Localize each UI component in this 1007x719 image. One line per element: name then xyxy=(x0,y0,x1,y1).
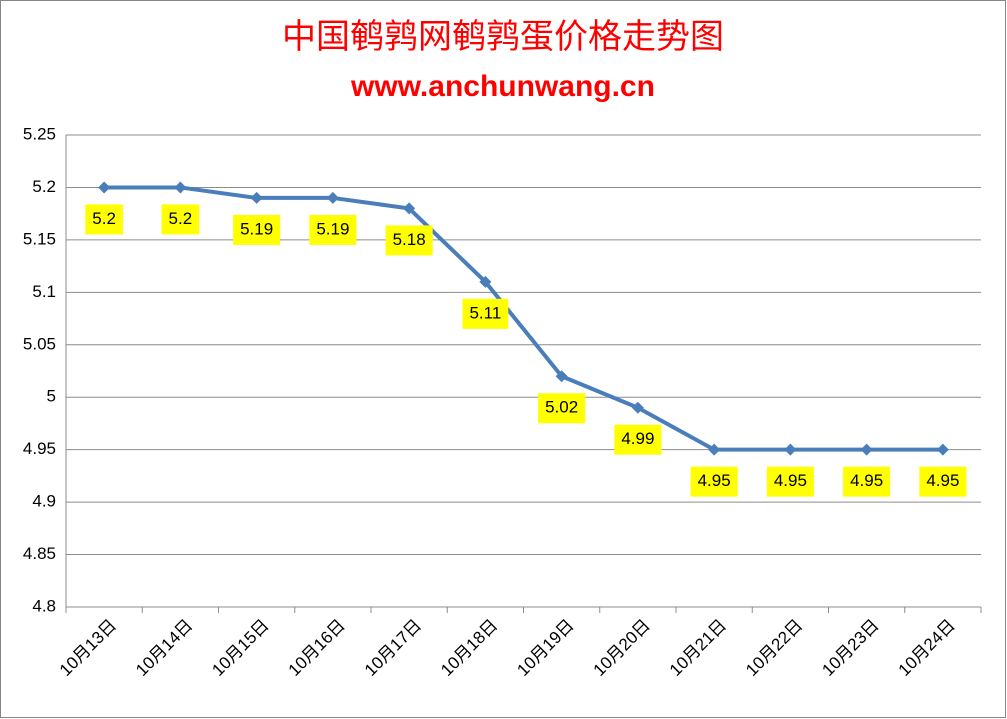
y-tick-label: 5.2 xyxy=(32,177,56,196)
chart-subtitle: www.anchunwang.cn xyxy=(350,70,655,103)
marker xyxy=(631,401,644,414)
data-label: 4.95 xyxy=(690,466,738,497)
marker xyxy=(555,370,568,383)
marker xyxy=(936,443,949,456)
y-tick-label: 5 xyxy=(47,387,56,406)
y-tick-label: 4.85 xyxy=(23,544,56,563)
marker xyxy=(860,443,873,456)
data-label: 5.19 xyxy=(233,214,281,245)
data-label-box xyxy=(766,466,814,497)
data-label-text: 4.95 xyxy=(926,471,959,490)
data-label-box xyxy=(843,466,891,497)
y-tick-label: 4.95 xyxy=(23,439,56,458)
marker xyxy=(174,181,187,194)
data-label: 5.19 xyxy=(309,214,357,245)
data-label-text: 4.95 xyxy=(698,471,731,490)
data-label: 5.2 xyxy=(161,204,200,235)
marker xyxy=(479,275,492,288)
y-tick-label: 5.05 xyxy=(23,334,56,353)
y-tick-label: 4.9 xyxy=(32,492,56,511)
data-label: 4.99 xyxy=(614,424,662,455)
data-label-text: 5.02 xyxy=(545,398,578,417)
data-label-box xyxy=(538,393,586,424)
data-label-box xyxy=(690,466,738,497)
marker xyxy=(250,191,263,204)
marker xyxy=(784,443,797,456)
data-label-text: 5.19 xyxy=(316,219,349,238)
data-label: 4.95 xyxy=(766,466,814,497)
data-label: 5.18 xyxy=(385,225,433,256)
data-label-text: 4.99 xyxy=(621,429,654,448)
data-label-box xyxy=(309,214,357,245)
data-label-box xyxy=(614,424,662,455)
y-tick-label: 5.25 xyxy=(23,124,56,143)
data-label-box xyxy=(462,298,509,329)
data-label-box xyxy=(919,466,967,497)
data-label: 4.95 xyxy=(843,466,891,497)
marker xyxy=(708,443,721,456)
data-label: 4.95 xyxy=(919,466,967,497)
data-label-text: 5.2 xyxy=(169,209,193,228)
y-tick-label: 5.1 xyxy=(32,282,56,301)
data-label-text: 5.18 xyxy=(393,230,426,249)
data-label: 5.02 xyxy=(538,393,586,424)
data-label-box xyxy=(233,214,281,245)
marker xyxy=(403,202,416,215)
data-label-box xyxy=(85,204,123,235)
marker xyxy=(326,191,339,204)
data-label-box xyxy=(161,204,200,235)
series-line xyxy=(104,185,943,452)
data-label-text: 5.19 xyxy=(240,219,273,238)
data-label: 5.2 xyxy=(85,204,123,235)
data-label-box xyxy=(385,225,433,256)
data-label-text: 4.95 xyxy=(774,471,807,490)
y-tick-label: 4.8 xyxy=(32,596,56,615)
data-label-text: 5.11 xyxy=(469,303,501,322)
chart-title: 中国鹌鹑网鹌鹑蛋价格走势图 xyxy=(282,18,724,56)
y-tick-label: 5.15 xyxy=(23,229,56,248)
data-label: 5.11 xyxy=(462,298,509,329)
data-label-text: 5.2 xyxy=(92,209,116,228)
data-label-text: 4.95 xyxy=(850,471,883,490)
marker xyxy=(98,181,111,194)
